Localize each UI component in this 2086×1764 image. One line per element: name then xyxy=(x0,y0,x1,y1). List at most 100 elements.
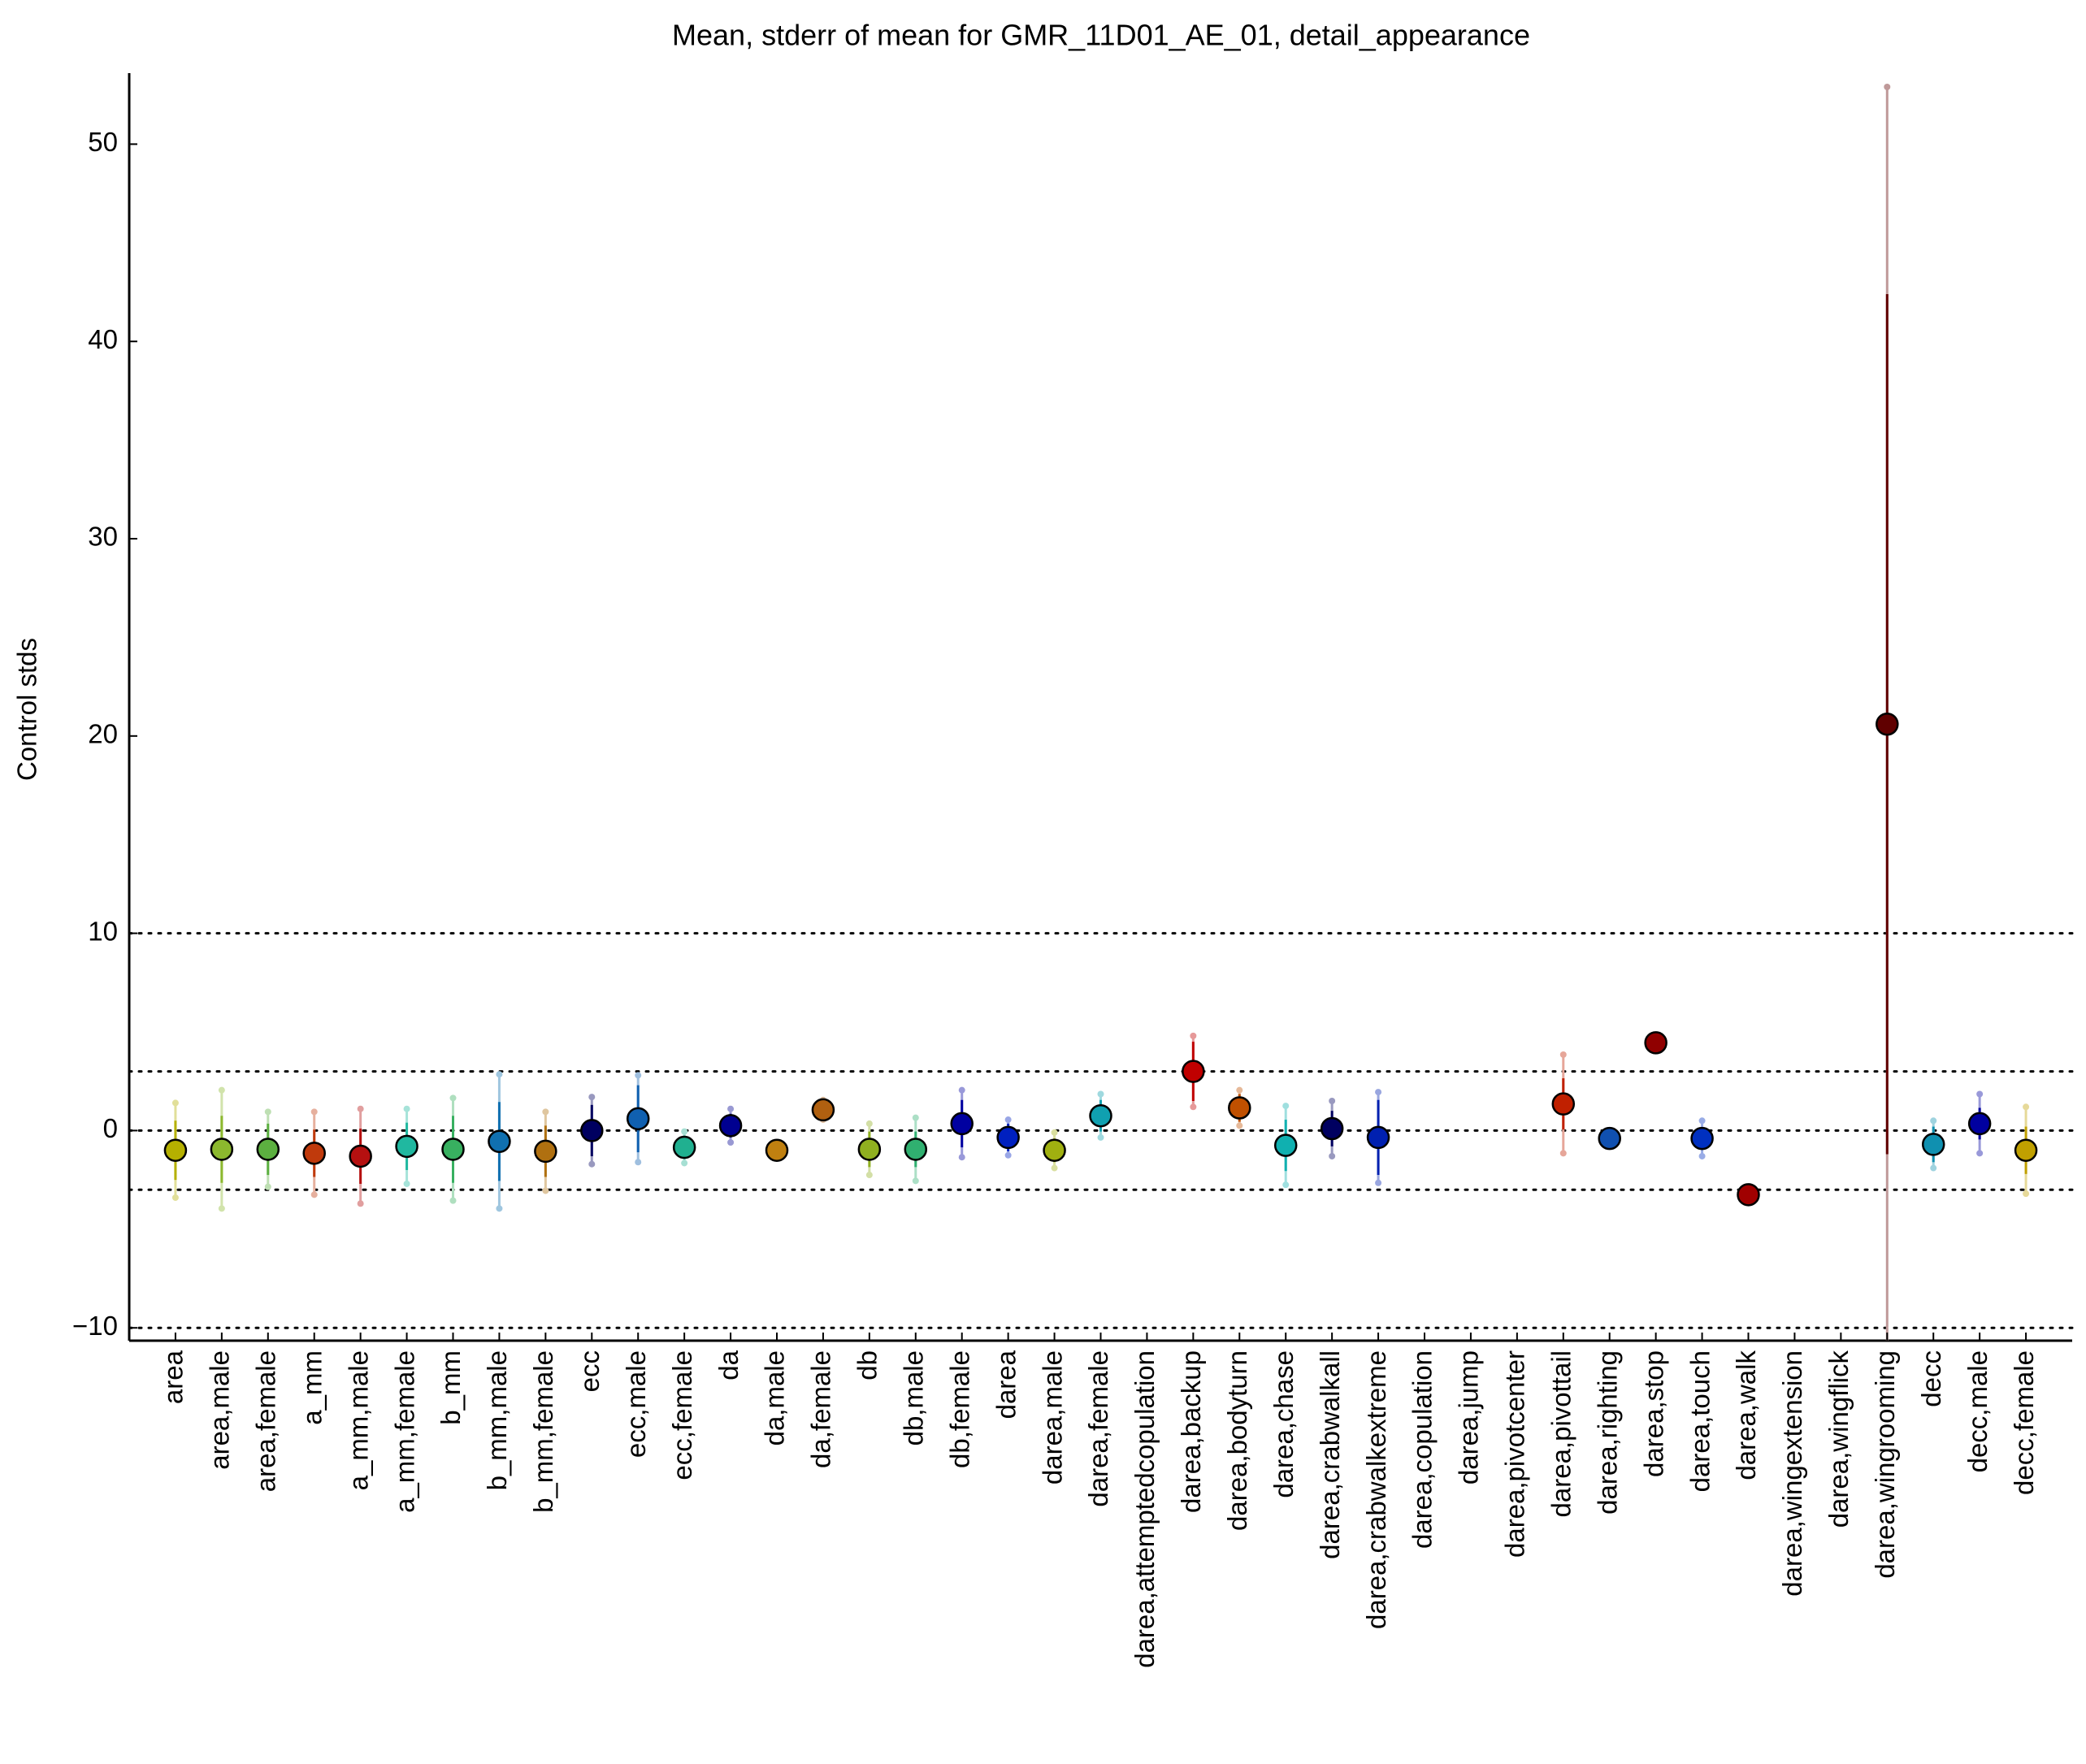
mean-marker xyxy=(1228,1096,1251,1120)
y-tick-label: 30 xyxy=(88,522,118,552)
mean-marker xyxy=(1644,1031,1667,1055)
x-tick-label: darea,touch xyxy=(1685,1350,1715,1492)
mean-marker xyxy=(302,1142,326,1165)
mean-marker xyxy=(1182,1060,1205,1083)
x-tick-label: da xyxy=(713,1350,744,1380)
x-tick-label: b_mm xyxy=(436,1350,466,1425)
std-end xyxy=(1329,1152,1336,1159)
x-tick-label: darea,chase xyxy=(1269,1350,1299,1498)
std-end xyxy=(1976,1090,1984,1098)
std-end xyxy=(1190,1032,1197,1039)
mean-marker xyxy=(1273,1133,1298,1157)
std-end xyxy=(357,1200,364,1207)
x-tick-label: b_mm,female xyxy=(528,1350,558,1513)
x-tick-label: ecc,female xyxy=(667,1350,697,1480)
y-tick-label: 20 xyxy=(88,719,118,749)
y-tick-label: 40 xyxy=(88,324,118,354)
mean-marker xyxy=(349,1144,372,1168)
mean-marker xyxy=(395,1134,419,1159)
mean-marker xyxy=(765,1138,789,1162)
mean-marker xyxy=(2014,1138,2038,1162)
std-end xyxy=(727,1105,735,1112)
x-tick-label: decc,male xyxy=(1962,1350,1993,1472)
std-end xyxy=(1930,1117,1937,1125)
x-tick-label: darea,stop xyxy=(1638,1350,1668,1477)
mean-marker xyxy=(1876,712,1899,736)
x-tick-label: area,male xyxy=(205,1350,235,1470)
x-tick-label: db xyxy=(852,1350,883,1380)
std-end xyxy=(912,1114,919,1121)
x-tick-label: darea,pivottail xyxy=(1546,1350,1576,1517)
std-end xyxy=(958,1086,965,1094)
x-tick-label: darea,bodyturn xyxy=(1222,1350,1252,1531)
x-tick-label: da,male xyxy=(760,1350,790,1445)
y-tick-label: 10 xyxy=(88,916,118,946)
std-end xyxy=(1004,1151,1012,1159)
std-end xyxy=(542,1108,549,1116)
std-end xyxy=(912,1177,919,1185)
y-tick-label: 0 xyxy=(103,1113,118,1143)
std-end xyxy=(865,1172,873,1179)
chart-title: Mean, stderr of mean for GMR_11D01_AE_01… xyxy=(672,19,1530,52)
std-end xyxy=(310,1191,318,1198)
std-end xyxy=(403,1180,410,1187)
x-tick-label: a_mm xyxy=(297,1350,327,1425)
x-tick-label: darea,pivotcenter xyxy=(1500,1350,1530,1558)
x-tick-label: darea,female xyxy=(1083,1350,1113,1507)
std-end xyxy=(865,1120,873,1127)
x-tick-label: b_mm,male xyxy=(482,1350,512,1490)
mean-marker xyxy=(672,1135,696,1159)
x-tick-label: darea xyxy=(991,1350,1021,1419)
x-tick-label: darea,wingflick xyxy=(1824,1350,1854,1528)
mean-marker xyxy=(1921,1133,1945,1156)
std-end xyxy=(449,1094,457,1102)
mean-marker xyxy=(1366,1125,1390,1150)
std-end xyxy=(1236,1086,1243,1094)
mean-marker xyxy=(1737,1183,1760,1207)
std-end xyxy=(171,1099,179,1107)
std-end xyxy=(1097,1133,1104,1141)
std-end xyxy=(1698,1117,1706,1125)
x-tick-label: darea,wingrooming xyxy=(1870,1350,1900,1579)
x-tick-label: darea,jump xyxy=(1454,1350,1484,1484)
std-end xyxy=(2023,1190,2030,1198)
x-tick-label: db,female xyxy=(944,1350,974,1468)
mean-marker xyxy=(256,1138,280,1161)
x-tick-label: darea,crabwalkextreme xyxy=(1361,1350,1391,1629)
std-end xyxy=(1051,1164,1058,1172)
std-end xyxy=(1236,1122,1243,1129)
x-tick-label: ecc,male xyxy=(621,1350,651,1458)
mean-marker xyxy=(210,1138,234,1161)
std-end xyxy=(1375,1089,1382,1096)
x-tick-label: decc xyxy=(1916,1350,1946,1407)
x-tick-label: db,male xyxy=(899,1350,929,1445)
mean-marker xyxy=(580,1119,604,1142)
mean-marker xyxy=(1551,1092,1576,1116)
std-end xyxy=(542,1187,549,1194)
std-end xyxy=(635,1159,642,1166)
x-tick-label: ecc xyxy=(575,1350,605,1392)
std-end xyxy=(1282,1181,1290,1189)
std-end xyxy=(496,1071,503,1078)
std-end xyxy=(681,1159,688,1167)
mean-marker xyxy=(1598,1126,1621,1151)
x-tick-label: darea,crabwalkall xyxy=(1315,1350,1345,1559)
std-end xyxy=(1930,1164,1937,1172)
std-end xyxy=(1329,1097,1336,1104)
y-tick-label: 50 xyxy=(88,127,118,157)
y-axis-label: Control stds xyxy=(12,638,42,781)
std-end xyxy=(310,1108,318,1116)
std-end xyxy=(449,1197,457,1204)
x-tick-label: darea,male xyxy=(1037,1350,1067,1484)
mean-marker xyxy=(488,1129,511,1154)
mean-marker xyxy=(950,1112,974,1136)
mean-marker xyxy=(1967,1112,1992,1136)
x-tick-label: darea,backup xyxy=(1176,1350,1206,1513)
std-end xyxy=(1559,1051,1567,1058)
std-end xyxy=(496,1205,503,1212)
mean-marker xyxy=(1320,1116,1344,1141)
mean-marker xyxy=(857,1138,882,1161)
std-end xyxy=(171,1194,179,1201)
x-tick-label: area,female xyxy=(251,1350,281,1492)
